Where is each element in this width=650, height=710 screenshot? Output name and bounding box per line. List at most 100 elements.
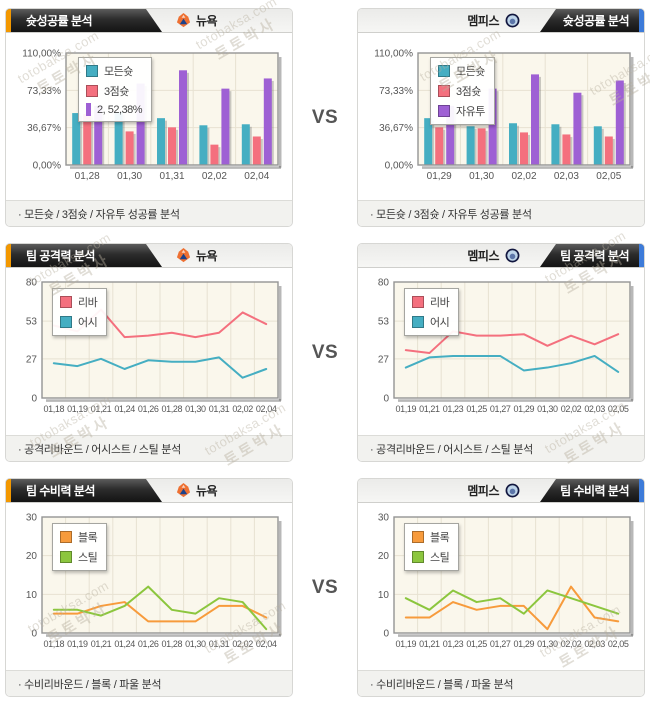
panel-ny-shooting: 슛성공률 분석 뉴욕 110,00% 73,33% 36,67% 0,00% 01,28… xyxy=(5,8,293,227)
svg-text:01,26: 01,26 xyxy=(138,639,159,649)
legend-label: 자유투 xyxy=(456,106,485,118)
svg-text:01,27: 01,27 xyxy=(490,639,511,649)
svg-text:02,03: 02,03 xyxy=(584,639,605,649)
legend-label: 블록 xyxy=(78,532,98,544)
svg-text:01,21: 01,21 xyxy=(419,404,440,414)
legend-swatch xyxy=(60,551,72,563)
legend-swatch xyxy=(60,296,72,308)
legend-item: 3점슛 xyxy=(438,83,485,99)
svg-text:01,28: 01,28 xyxy=(162,404,183,414)
section-title-tab: 팀 공격력 분석 xyxy=(540,244,644,267)
svg-text:01,29: 01,29 xyxy=(427,171,452,182)
legend-swatch xyxy=(60,316,72,328)
caption-text: · 모든슛 / 3점슛 / 자유투 성공률 분석 xyxy=(18,208,180,221)
vs-label: VS xyxy=(311,341,339,363)
svg-text:36,67%: 36,67% xyxy=(27,123,61,134)
chart-mem-offense[interactable]: 80 53 27 0 01,19 01,21 01,23 01,25 01,27 01,29 01,… xyxy=(358,268,644,435)
svg-text:01,29: 01,29 xyxy=(514,404,535,414)
orange-accent-bar xyxy=(6,479,11,502)
panel-header: 멤피스 슛성공률 분석 xyxy=(358,9,644,33)
legend-item: 3점슛 xyxy=(86,83,142,99)
chart-svg: 110,00% 73,33% 36,67% 0,00% 01,29 01,30 02,02 0… xyxy=(374,49,634,182)
grizzlies-logo-icon xyxy=(504,483,520,499)
svg-text:73,33%: 73,33% xyxy=(27,86,61,97)
svg-text:110,00%: 110,00% xyxy=(22,49,61,60)
svg-text:30: 30 xyxy=(378,513,390,524)
svg-text:02,05: 02,05 xyxy=(608,639,629,649)
chart-mem-shooting[interactable]: 110,00% 73,33% 36,67% 0,00% 01,29 01,30 02,02 0… xyxy=(358,33,644,200)
caption-text: · 모든슛 / 3점슛 / 자유투 성공률 분석 xyxy=(370,208,532,221)
svg-text:01,19: 01,19 xyxy=(67,404,88,414)
team-left: 뉴욕 xyxy=(162,479,292,502)
panel-header: 슛성공률 분석 뉴욕 xyxy=(6,9,292,33)
grizzlies-logo-icon xyxy=(504,248,520,264)
svg-text:01,30: 01,30 xyxy=(185,404,206,414)
legend-swatch xyxy=(86,85,98,97)
section-title: 슛성공률 분석 xyxy=(562,14,630,28)
svg-text:01,18: 01,18 xyxy=(44,639,65,649)
svg-text:02,04: 02,04 xyxy=(256,404,277,414)
blue-accent-bar xyxy=(639,244,644,267)
chart-svg: 30 20 10 0 01,19 01,21 01,23 01,25 01,27 01,29 01,… xyxy=(378,513,634,649)
section-title-tab: 슛성공률 분석 xyxy=(540,9,644,32)
svg-text:0: 0 xyxy=(31,629,37,640)
svg-text:0,00%: 0,00% xyxy=(33,161,61,172)
chart-ny-defense[interactable]: 30 20 10 0 01,18 01,19 01,21 01,24 01,26 01,28 01,… xyxy=(6,503,292,670)
section-title-tab: 슛성공률 분석 xyxy=(6,9,162,32)
svg-text:01,30: 01,30 xyxy=(117,171,142,182)
panel-mem-shooting: 멤피스 슛성공률 분석 110,00% 73,33% 36,67% 0,00% 01,2… xyxy=(357,8,645,227)
chart-legend: 리바 어시 xyxy=(52,288,108,336)
legend-label: 어시 xyxy=(78,317,98,329)
chart-caption: · 모든슛 / 3점슛 / 자유투 성공률 분석 xyxy=(6,200,292,226)
section-title: 팀 수비력 분석 xyxy=(26,484,95,498)
chart-ny-shooting[interactable]: 110,00% 73,33% 36,67% 0,00% 01,28 01,30 01,31 0… xyxy=(6,33,292,200)
team-right: 멤피스 xyxy=(358,9,532,32)
chart-caption: · 공격리바운드 / 어시스트 / 스틸 분석 xyxy=(6,435,292,461)
svg-text:01,29: 01,29 xyxy=(514,639,535,649)
legend-swatch xyxy=(86,103,91,116)
team-left: 뉴욕 xyxy=(162,244,292,267)
panel-ny-defense: 팀 수비력 분석 뉴욕 30 20 10 0 01,18 01,19 01,21 01,24 0… xyxy=(5,478,293,697)
svg-text:02,02: 02,02 xyxy=(232,639,253,649)
svg-text:01,30: 01,30 xyxy=(537,404,558,414)
svg-text:02,05: 02,05 xyxy=(608,404,629,414)
svg-text:73,33%: 73,33% xyxy=(379,86,413,97)
svg-text:02,02: 02,02 xyxy=(561,639,582,649)
svg-text:01,31: 01,31 xyxy=(159,171,184,182)
legend-item: 블록 xyxy=(412,529,450,545)
caption-text: · 공격리바운드 / 어시스트 / 스틸 분석 xyxy=(18,443,181,456)
chart-mem-defense[interactable]: 30 20 10 0 01,19 01,21 01,23 01,25 01,27 01,29 01,… xyxy=(358,503,644,670)
section-title: 팀 공격력 분석 xyxy=(560,249,629,263)
legend-swatch xyxy=(412,316,424,328)
svg-text:10: 10 xyxy=(378,590,390,601)
chart-legend: 모든슛 3점슛 2, 52,38% xyxy=(78,57,153,122)
legend-label: 모든슛 xyxy=(104,66,133,78)
team-name: 뉴욕 xyxy=(196,249,218,263)
svg-text:10: 10 xyxy=(26,590,38,601)
legend-item: 자유투 xyxy=(438,103,485,119)
chart-caption: · 수비리바운드 / 블록 / 파울 분석 xyxy=(358,670,644,696)
panel-ny-offense: 팀 공격력 분석 뉴욕 80 53 27 0 01,18 01,19 01,21 01,24 0… xyxy=(5,243,293,462)
svg-text:01,27: 01,27 xyxy=(490,404,511,414)
svg-text:01,30: 01,30 xyxy=(537,639,558,649)
legend-swatch xyxy=(412,296,424,308)
svg-text:110,00%: 110,00% xyxy=(374,49,413,60)
team-right: 멤피스 xyxy=(358,244,532,267)
svg-text:01,31: 01,31 xyxy=(209,404,230,414)
svg-text:53: 53 xyxy=(378,317,390,328)
analysis-row-defense: 팀 수비력 분석 뉴욕 30 20 10 0 01,18 01,19 01,21 01,24 0… xyxy=(5,478,645,697)
legend-label: 스틸 xyxy=(78,552,98,564)
section-title: 슛성공률 분석 xyxy=(26,14,93,28)
svg-text:0: 0 xyxy=(383,394,389,405)
legend-label: 모든슛 xyxy=(456,66,485,78)
legend-swatch xyxy=(438,85,450,97)
legend-label: 스틸 xyxy=(430,552,450,564)
section-title-tab: 팀 공격력 분석 xyxy=(6,244,162,267)
chart-ny-offense[interactable]: 80 53 27 0 01,18 01,19 01,21 01,24 01,26 01,28 01,… xyxy=(6,268,292,435)
team-left: 뉴욕 xyxy=(162,9,292,32)
chart-svg: 80 53 27 0 01,19 01,21 01,23 01,25 01,27 01,29 01,… xyxy=(378,278,634,414)
svg-text:02,04: 02,04 xyxy=(256,639,277,649)
